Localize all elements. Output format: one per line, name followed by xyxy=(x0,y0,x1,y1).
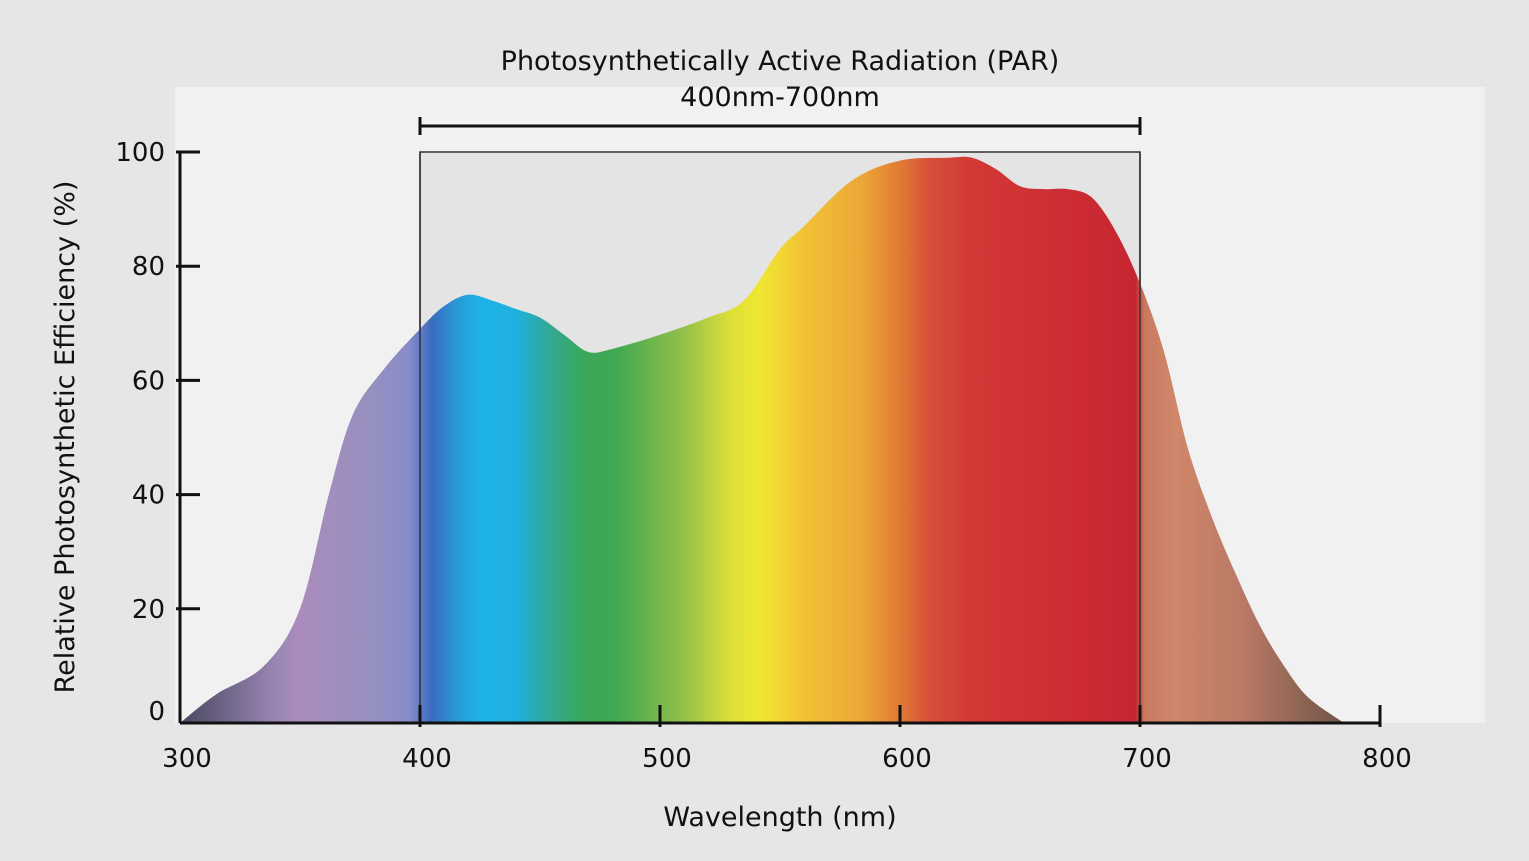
x-axis-title: Wavelength (nm) xyxy=(663,802,896,833)
y-tick-label-0: 0 xyxy=(148,697,165,727)
x-tick-label-600: 600 xyxy=(882,744,932,774)
y-tick-label-60: 60 xyxy=(132,366,165,396)
spectrum-area xyxy=(180,156,1344,723)
chart-subtitle: 400nm-700nm xyxy=(680,82,880,113)
x-tick-label-700: 700 xyxy=(1122,744,1172,774)
x-tick-label-800: 800 xyxy=(1362,744,1412,774)
y-axis-title: Relative Photosynthetic Efficiency (%) xyxy=(50,181,81,694)
y-tick-label-20: 20 xyxy=(132,595,165,625)
y-tick-label-100: 100 xyxy=(115,138,165,168)
x-tick-label-500: 500 xyxy=(642,744,692,774)
x-tick-label-400: 400 xyxy=(402,744,452,774)
x-tick-label-300: 300 xyxy=(162,744,212,774)
chart-title: Photosynthetically Active Radiation (PAR… xyxy=(501,46,1060,77)
ticks: 300 400 500 600 700 800 0 20 40 60 80 100 xyxy=(115,138,1411,774)
y-tick-label-80: 80 xyxy=(132,252,165,282)
axes xyxy=(178,152,1380,725)
y-tick-label-40: 40 xyxy=(132,481,165,511)
par-range-bracket xyxy=(418,117,1142,135)
